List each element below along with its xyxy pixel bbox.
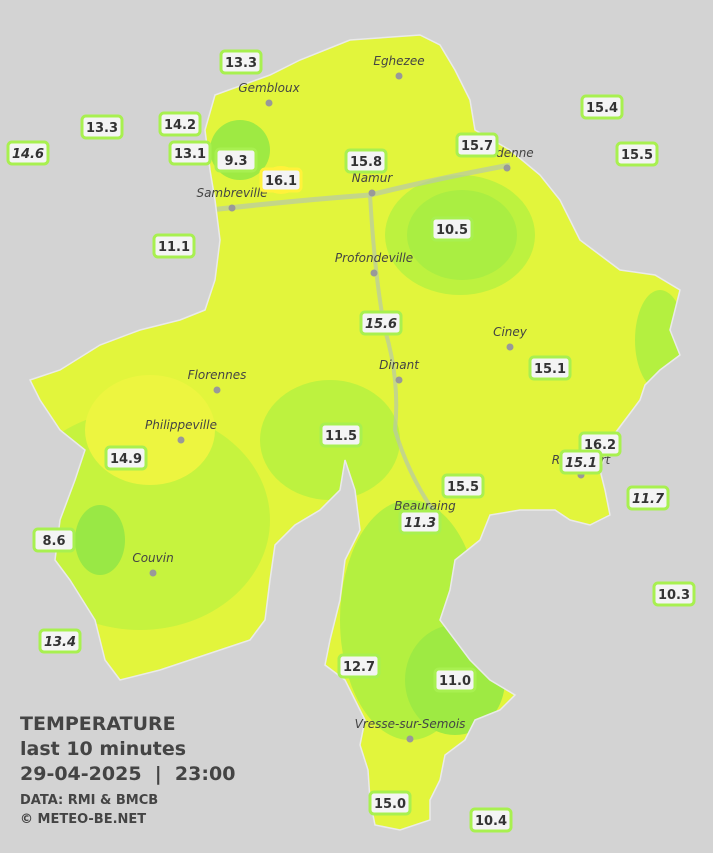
station-value: 14.6 <box>12 147 44 162</box>
station-value: 15.1 <box>534 362 566 377</box>
city-label: Gembloux <box>238 81 300 95</box>
station-box <box>259 167 303 193</box>
station-box <box>219 49 263 75</box>
station-value: 11.3 <box>404 516 436 531</box>
station-value: 12.7 <box>343 660 375 675</box>
station-box <box>359 310 403 336</box>
station-box <box>615 141 659 167</box>
station-box <box>626 485 670 511</box>
station-box <box>344 148 388 174</box>
city-dot <box>503 164 511 172</box>
station-value: 15.5 <box>447 480 479 495</box>
station-value: 15.4 <box>586 101 618 116</box>
station-value: 13.1 <box>174 147 206 162</box>
city-label: Eghezee <box>373 54 424 68</box>
stations: 13.3 13.3 14.2 14.6 13.1 9.3 16.1 15.8 15.7 15.4 1… <box>6 49 696 833</box>
station-value: 15.0 <box>374 797 406 812</box>
station-box <box>469 807 513 833</box>
city-label: Dinant <box>379 358 420 372</box>
station-value: 11.7 <box>632 492 665 507</box>
station-value: 16.2 <box>584 438 616 453</box>
city-label: Philippeville <box>145 418 217 432</box>
city-dot <box>213 386 221 394</box>
city-dot <box>370 269 378 277</box>
station-value: 10.4 <box>475 814 507 829</box>
station-value: 13.4 <box>44 635 76 650</box>
station-box <box>368 790 412 816</box>
station-value: 11.5 <box>325 429 357 444</box>
city-label: Vresse-sur-Semois <box>355 717 466 731</box>
station-box <box>559 449 603 475</box>
station-box <box>80 114 124 140</box>
legend-title: TEMPERATURE <box>20 713 176 735</box>
station-value: 8.6 <box>42 534 65 549</box>
station-value: 10.3 <box>658 588 690 603</box>
station-box <box>152 233 196 259</box>
legend-source: DATA: RMI & BMCB <box>20 793 158 808</box>
city-dot <box>149 569 157 577</box>
station-value: 14.2 <box>164 118 196 133</box>
city-label: Florennes <box>188 368 247 382</box>
legend-date: 29-04-2025 | 23:00 <box>20 763 235 785</box>
city-label: Profondeville <box>335 251 413 265</box>
province-border <box>28 34 681 831</box>
city-dot <box>506 343 514 351</box>
station-value: 15.5 <box>621 148 653 163</box>
station-value: 14.9 <box>110 452 142 467</box>
station-box <box>38 628 82 654</box>
station-value: 11.0 <box>439 674 471 689</box>
station-value: 9.3 <box>224 154 247 169</box>
legend-period: last 10 minutes <box>20 738 186 760</box>
station-box <box>441 473 485 499</box>
station-value: 11.1 <box>158 240 190 255</box>
city-label: Ciney <box>493 325 528 339</box>
city-dot <box>177 436 185 444</box>
station-value: 15.7 <box>461 139 493 154</box>
city-dot <box>228 204 236 212</box>
city-label: Namur <box>352 171 394 185</box>
cities: EghezeeGemblouxAndenneNamurSambrevillePr… <box>132 54 612 743</box>
station-box <box>528 355 572 381</box>
city-dot <box>265 99 273 107</box>
station-box <box>32 527 76 553</box>
city-label: Couvin <box>132 551 173 565</box>
station-box <box>430 216 474 242</box>
station-box <box>319 422 363 448</box>
station-box <box>214 147 258 173</box>
station-value: 15.1 <box>565 456 597 471</box>
station-value: 13.3 <box>225 56 257 71</box>
city-dot <box>395 72 403 80</box>
station-box <box>652 581 696 607</box>
station-box <box>104 445 148 471</box>
city-dot <box>368 189 376 197</box>
station-box <box>580 94 624 120</box>
station-value: 15.6 <box>365 317 397 332</box>
station-value: 15.8 <box>350 155 382 170</box>
station-box <box>158 111 202 137</box>
station-box <box>168 140 212 166</box>
legend-copyright: © METEO-BE.NET <box>20 812 146 827</box>
station-box <box>337 653 381 679</box>
station-value: 10.5 <box>436 223 468 238</box>
city-dot <box>395 376 403 384</box>
station-box <box>398 509 442 535</box>
station-box <box>6 140 50 166</box>
station-box <box>455 132 499 158</box>
city-dot <box>406 735 414 743</box>
station-value: 13.3 <box>86 121 118 136</box>
station-value: 16.1 <box>265 174 297 189</box>
city-label: Sambreville <box>196 186 267 200</box>
station-box <box>433 667 477 693</box>
